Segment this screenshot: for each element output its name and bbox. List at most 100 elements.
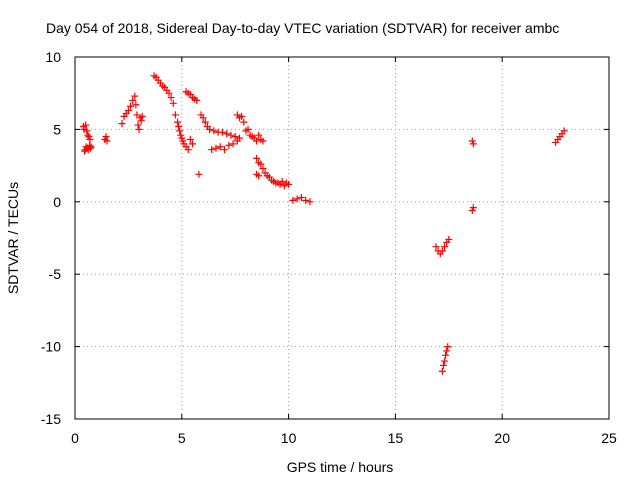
data-point: [84, 131, 92, 139]
data-point: [135, 125, 143, 133]
y-tick-label: -15: [41, 411, 61, 427]
data-point: [469, 204, 477, 212]
data-point: [174, 118, 182, 126]
data-point: [206, 125, 214, 133]
x-axis-title: GPS time / hours: [287, 459, 394, 475]
data-point: [216, 143, 224, 151]
series-seg-q: [552, 127, 568, 146]
data-point: [132, 101, 140, 109]
series-seg-g: [197, 111, 243, 142]
data-point: [176, 127, 184, 135]
data-point: [193, 96, 201, 104]
data-point: [233, 137, 241, 145]
y-axis-title: SDTVAR / TECUs: [5, 182, 21, 294]
series-seg-m: [432, 235, 453, 258]
data-point: [223, 130, 231, 138]
data-point: [165, 89, 173, 97]
series-seg-j: [253, 154, 293, 190]
data-point: [560, 127, 568, 135]
data-point: [259, 137, 267, 145]
data-point: [169, 99, 177, 107]
y-tick-label: 0: [53, 194, 61, 210]
series-seg-a: [80, 121, 95, 155]
series-seg-i: [233, 111, 267, 145]
data-point: [131, 92, 139, 100]
series-seg-k: [253, 170, 263, 180]
data-point: [229, 140, 237, 148]
series-seg-o: [468, 137, 477, 148]
grid: [75, 57, 609, 419]
y-tick-label: -10: [41, 339, 61, 355]
data-point: [221, 146, 229, 154]
data-point: [184, 146, 192, 154]
data-point: [199, 114, 207, 122]
data-point: [257, 160, 265, 168]
x-tick-label: 0: [71, 430, 79, 446]
data-point: [129, 96, 137, 104]
data-point: [231, 133, 239, 141]
data-point: [289, 196, 297, 204]
data-point: [171, 111, 179, 119]
x-tick-label: 25: [601, 430, 617, 446]
data-point: [195, 170, 203, 178]
x-tick-label: 10: [281, 430, 297, 446]
data-point: [218, 128, 226, 136]
data-point: [201, 118, 209, 126]
data-point: [124, 107, 132, 115]
data-point: [244, 125, 252, 133]
y-tick-label: 5: [53, 121, 61, 137]
data-point: [443, 347, 451, 355]
data-point: [441, 357, 449, 365]
x-tick-label: 15: [388, 430, 404, 446]
series-seg-l: [289, 193, 314, 206]
series-seg-h: [208, 137, 241, 154]
series-seg-f: [195, 170, 203, 178]
data-point: [438, 367, 446, 375]
data-point: [175, 123, 183, 131]
data-point: [259, 164, 267, 172]
data-point: [442, 351, 450, 359]
data-point: [212, 144, 220, 152]
series-seg-b: [101, 133, 111, 145]
data-point: [432, 243, 440, 251]
data-point: [445, 235, 453, 243]
data-point: [278, 178, 286, 186]
data-point: [87, 143, 95, 151]
data-point: [134, 121, 142, 129]
data-point: [102, 133, 110, 141]
data-point: [438, 247, 446, 255]
data-point: [210, 127, 218, 135]
data-point: [469, 140, 477, 148]
axis-ticks: 0 5 10 15 20 25 -15 -10 -5 0 5 10: [41, 49, 617, 446]
data-point: [240, 118, 248, 126]
data-point: [238, 112, 246, 120]
series-seg-p: [468, 204, 477, 214]
series-seg-n: [438, 343, 452, 375]
data-point: [118, 120, 126, 128]
x-tick-label: 20: [494, 430, 510, 446]
data-point: [255, 131, 263, 139]
data-point: [127, 102, 135, 110]
data-point: [297, 193, 305, 201]
data-point: [227, 131, 235, 139]
data-point: [82, 121, 90, 129]
data-point: [225, 141, 233, 149]
data-point: [441, 243, 449, 251]
data-point: [188, 140, 196, 148]
data-points: [80, 72, 568, 375]
data-point: [186, 136, 194, 144]
data-point: [103, 137, 111, 145]
data-point: [208, 146, 216, 154]
y-tick-label: -5: [49, 266, 62, 282]
data-point: [138, 112, 146, 120]
data-point: [444, 343, 452, 351]
data-point: [306, 198, 314, 206]
data-point: [167, 94, 175, 102]
data-point: [86, 136, 94, 144]
chart-title: Day 054 of 2018, Sidereal Day-to-day VTE…: [46, 20, 559, 36]
series-seg-d: [150, 72, 196, 154]
plot-frame: [74, 56, 610, 420]
data-point: [137, 117, 145, 125]
data-point: [285, 180, 293, 188]
